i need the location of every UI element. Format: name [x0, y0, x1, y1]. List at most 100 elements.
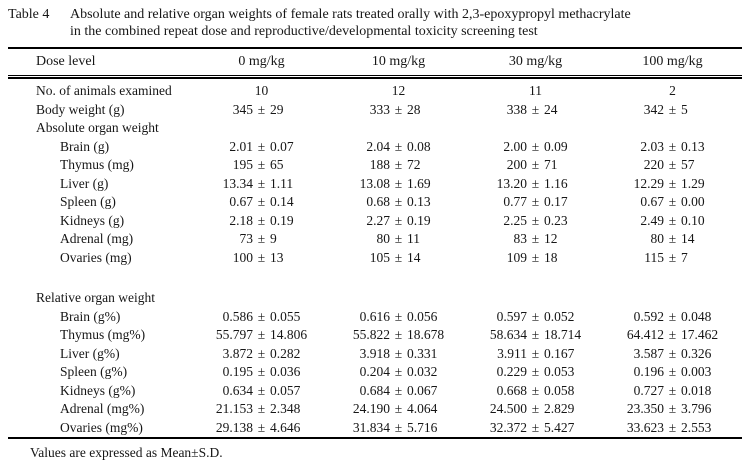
sd-value: 0.23	[544, 212, 568, 228]
plus-minus-symbol: ±	[668, 345, 677, 361]
sd-value: 18.714	[544, 327, 582, 343]
mean-value: 2.49	[640, 212, 664, 228]
mean-value: 333	[369, 101, 390, 117]
mean-value: 80	[376, 231, 391, 247]
value-cell: 33.623 ±2.553	[604, 420, 741, 436]
plus-minus-symbol: ±	[668, 194, 677, 210]
plus-minus-symbol: ±	[257, 419, 266, 435]
plus-minus-symbol: ±	[257, 327, 266, 343]
row-label: Adrenal (mg)	[60, 231, 134, 247]
row-label: Kidneys (g%)	[60, 382, 136, 398]
mean-value: 83	[513, 231, 528, 247]
table-header-row: Dose level 0 mg/kg 10 mg/kg 30 mg/kg 100 mg/…	[8, 49, 742, 75]
table-row: Adrenal (mg%) 21.153 ±2.348 24.190 ±4.064 24.…	[8, 400, 742, 419]
plus-minus-symbol: ±	[531, 345, 540, 361]
plus-minus-symbol: ±	[394, 231, 403, 247]
sd-value: 13	[270, 249, 284, 265]
sd-value: 17.462	[681, 327, 719, 343]
value-cell: 195 ±65	[193, 157, 330, 173]
sd-value: 28	[407, 101, 421, 117]
sd-value: 0.13	[681, 138, 705, 154]
sd-value: 0.14	[270, 194, 294, 210]
sd-value: 0.09	[544, 138, 568, 154]
mean-value: 338	[506, 101, 527, 117]
row-label: Adrenal (mg%)	[60, 401, 145, 417]
value-cell: 0.592 ±0.048	[604, 309, 741, 325]
sd-value: 0.282	[270, 345, 301, 361]
value-cell: 338 ±24	[467, 102, 604, 118]
mean-value: 109	[506, 249, 527, 265]
plus-minus-symbol: ±	[394, 138, 403, 154]
column-header: 10 mg/kg	[371, 54, 426, 69]
mean-value: 24.500	[489, 401, 527, 417]
sd-value: 0.13	[407, 194, 431, 210]
plus-minus-symbol: ±	[668, 212, 677, 228]
plus-minus-symbol: ±	[394, 157, 403, 173]
sd-value: 3.796	[681, 401, 712, 417]
sd-value: 18.678	[407, 327, 445, 343]
sd-value: 5	[681, 101, 688, 117]
sd-value: 0.055	[270, 308, 301, 324]
mean-value: 0.592	[633, 308, 664, 324]
value-cell: 0.668 ±0.058	[467, 383, 604, 399]
sd-value: 24	[544, 101, 558, 117]
plus-minus-symbol: ±	[531, 249, 540, 265]
value-cell: 0.195 ±0.036	[193, 364, 330, 380]
plus-minus-symbol: ±	[257, 175, 266, 191]
value-cell: 200 ±71	[467, 157, 604, 173]
mean-value: 115	[644, 249, 664, 265]
cell-value: 2	[669, 83, 676, 99]
mean-value: 0.597	[496, 308, 527, 324]
value-cell: 0.616 ±0.056	[330, 309, 467, 325]
mean-value: 73	[239, 231, 254, 247]
value-cell: 2.03 ±0.13	[604, 139, 741, 155]
sd-value: 0.19	[407, 212, 431, 228]
sd-value: 0.08	[407, 138, 431, 154]
plus-minus-symbol: ±	[668, 364, 677, 380]
mean-value: 105	[369, 249, 390, 265]
row-label: Thymus (mg)	[60, 157, 134, 173]
value-cell: 3.918 ±0.331	[330, 346, 467, 362]
table-title: Absolute and relative organ weights of f…	[70, 6, 742, 40]
value-cell: 55.797 ±14.806	[193, 327, 330, 343]
plus-minus-symbol: ±	[668, 231, 677, 247]
value-cell: 2.25 ±0.23	[467, 213, 604, 229]
value-cell: 23.350 ±3.796	[604, 401, 741, 417]
value-cell: 64.412 ±17.462	[604, 327, 741, 343]
mean-value: 195	[232, 157, 253, 173]
table-row: Ovaries (mg%) 29.138 ±4.646 31.834 ±5.716 32.…	[8, 419, 742, 438]
sd-value: 0.032	[407, 364, 438, 380]
sd-value: 0.331	[407, 345, 438, 361]
value-cell: 2.01 ±0.07	[193, 139, 330, 155]
sd-value: 1.69	[407, 175, 431, 191]
value-cell: 105 ±14	[330, 250, 467, 266]
cell-value: 12	[391, 83, 406, 99]
plus-minus-symbol: ±	[257, 231, 266, 247]
value-cell: 55.822 ±18.678	[330, 327, 467, 343]
mean-value: 0.67	[229, 194, 253, 210]
mean-value: 13.20	[496, 175, 527, 191]
value-cell: 58.634 ±18.714	[467, 327, 604, 343]
value-cell: 0.67 ±0.14	[193, 194, 330, 210]
plus-minus-symbol: ±	[394, 175, 403, 191]
plus-minus-symbol: ±	[531, 175, 540, 191]
table-title-line2: in the combined repeat dose and reproduc…	[70, 24, 538, 39]
table-row: Kidneys (g) 2.18 ±0.19 2.27 ±0.19 2.25 ±0.23 2.…	[8, 212, 742, 231]
mean-value: 80	[650, 231, 665, 247]
row-label: Ovaries (mg)	[60, 249, 132, 265]
sd-value: 4.064	[407, 401, 438, 417]
plus-minus-symbol: ±	[394, 212, 403, 228]
sd-value: 0.052	[544, 308, 575, 324]
plus-minus-symbol: ±	[668, 101, 677, 117]
value-cell: 109 ±18	[467, 250, 604, 266]
mean-value: 3.587	[633, 345, 664, 361]
table-row: Spleen (g) 0.67 ±0.14 0.68 ±0.13 0.77 ±0.17 0.6…	[8, 193, 742, 212]
section-label: Absolute organ weight	[36, 120, 159, 136]
mean-value: 0.195	[222, 364, 253, 380]
value-cell: 3.872 ±0.282	[193, 346, 330, 362]
value-cell: 12	[330, 83, 467, 99]
value-cell: 0.229 ±0.053	[467, 364, 604, 380]
plus-minus-symbol: ±	[257, 401, 266, 417]
sd-value: 0.036	[270, 364, 301, 380]
table-body: No. of animals examined 10 12 11 2 Body weigh…	[8, 79, 742, 437]
